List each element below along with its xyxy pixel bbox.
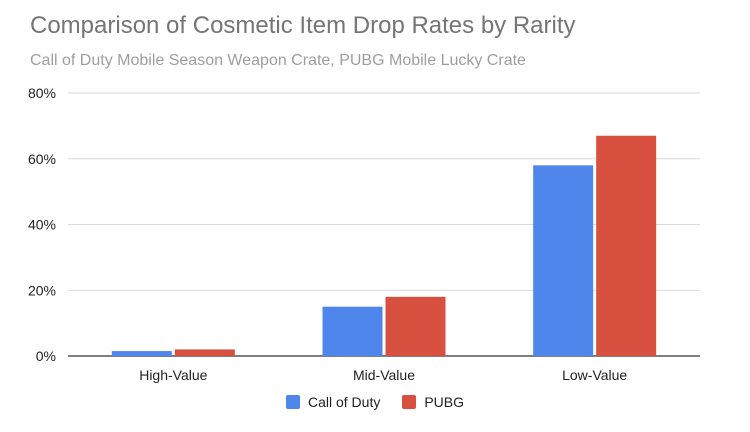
bar-pubg-low-value[interactable] [596,135,657,356]
x-tick-label: High-Value [139,367,207,383]
y-tick-label: 0% [36,348,56,364]
legend-item-call-of-duty[interactable]: Call of Duty [285,394,381,410]
chart-title: Comparison of Cosmetic Item Drop Rates b… [30,12,576,39]
bar-pubg-high-value[interactable] [174,349,235,356]
bar-call-of-duty-mid-value[interactable] [322,306,383,356]
chart-subtitle: Call of Duty Mobile Season Weapon Crate,… [30,52,526,69]
x-tick-label: Low-Value [562,367,627,383]
legend-label-pubg: PUBG [424,394,465,410]
legend: Call of Duty PUBG [0,394,750,410]
legend-swatch-call-of-duty [285,395,300,409]
y-tick-label: 80% [28,85,56,101]
legend-item-pubg[interactable]: PUBG [402,394,464,410]
bar-call-of-duty-high-value[interactable] [111,351,172,356]
y-tick-label: 20% [28,282,56,298]
x-tick-label: Mid-Value [353,367,415,383]
y-tick-label: 40% [28,217,56,233]
bar-call-of-duty-low-value[interactable] [533,165,594,356]
legend-label-call-of-duty: Call of Duty [307,394,381,410]
y-tick-label: 60% [28,151,56,167]
bar-pubg-mid-value[interactable] [385,296,446,356]
legend-swatch-pubg [402,395,417,409]
